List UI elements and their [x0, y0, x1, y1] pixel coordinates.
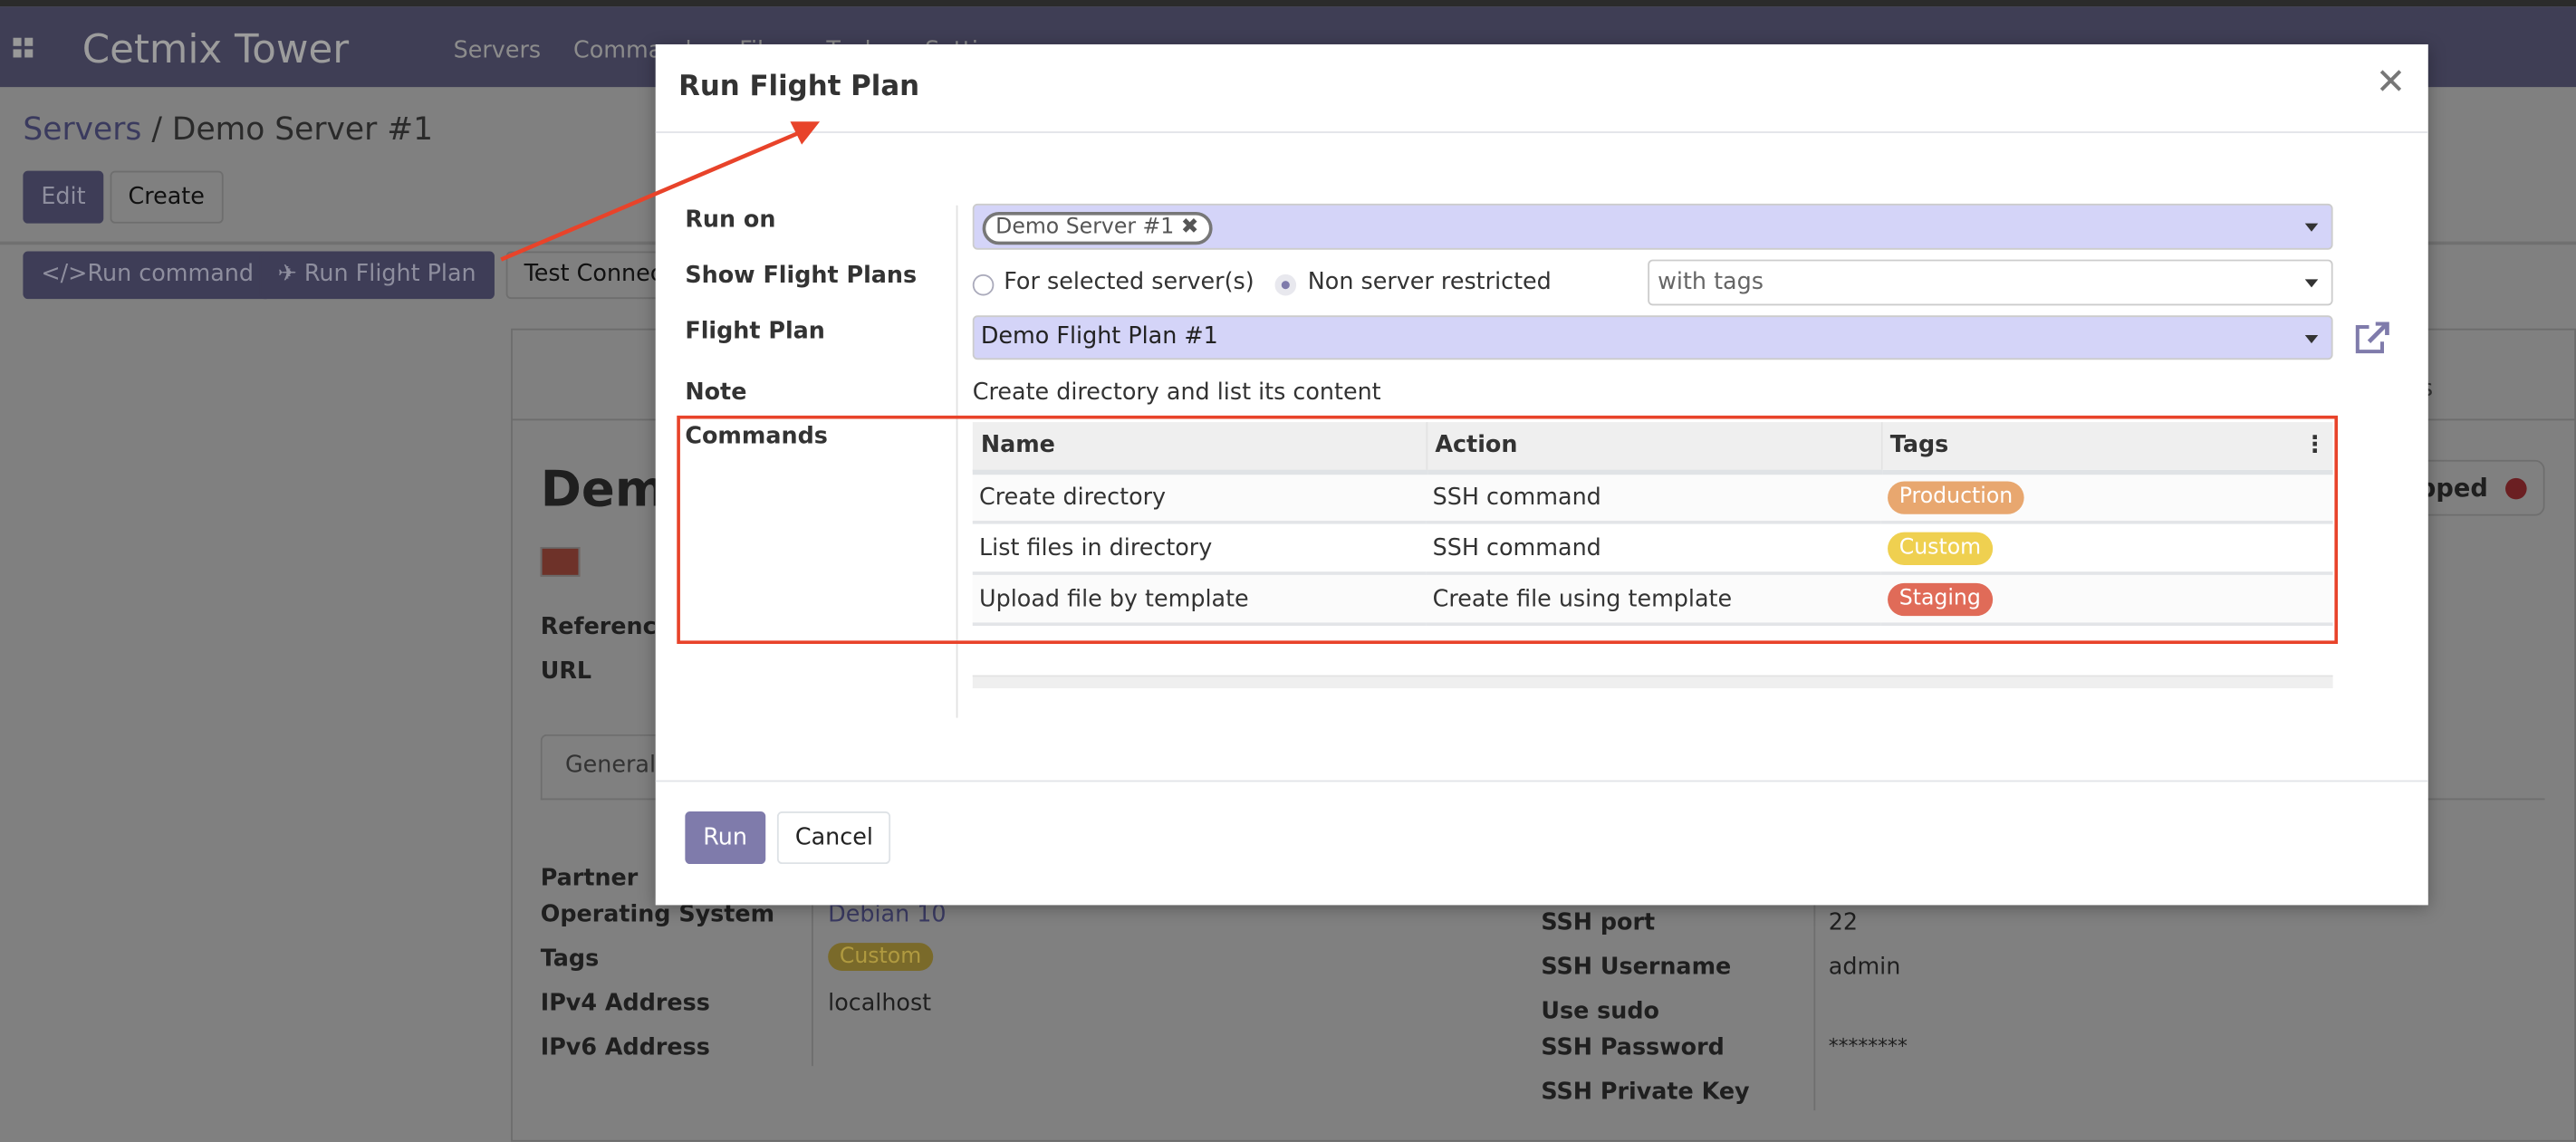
external-link-icon[interactable] [2354, 321, 2390, 355]
run-flight-plan-button[interactable]: ✈ Run Flight Plan [259, 251, 495, 300]
command-action: Create file using template [1426, 573, 1881, 627]
remove-tag-icon[interactable]: ✖ [1180, 215, 1199, 240]
app-brand[interactable]: Cetmix Tower [82, 26, 350, 72]
status-text: pped [2417, 473, 2488, 504]
flight-plan-value: Demo Flight Plan #1 [980, 323, 1218, 350]
breadcrumb: Servers / Demo Server #1 [23, 111, 433, 148]
tags-filter-placeholder: with tags [1658, 269, 1764, 296]
radio-non-server-restricted[interactable] [1274, 274, 1297, 296]
ssh-username-label: SSH Username [1541, 954, 1732, 981]
commands-label: Commands [685, 423, 828, 450]
tags-label: Tags [540, 945, 600, 973]
ipv4-value: localhost [828, 990, 932, 1017]
breadcrumb-separator: / [141, 111, 172, 149]
os-value[interactable]: Debian 10 [828, 901, 947, 928]
caret-down-icon [2304, 334, 2319, 343]
command-action: SSH command [1426, 522, 1881, 575]
tag-badge: Production [1888, 480, 2024, 514]
show-flight-plans-label: Show Flight Plans [685, 263, 918, 290]
column-options-icon[interactable]: ⋮ [2302, 432, 2327, 459]
run-button[interactable]: Run [685, 811, 765, 865]
create-button[interactable]: Create [110, 170, 223, 224]
ssh-port-value: 22 [1828, 909, 1859, 936]
ssh-username-value: admin [1828, 954, 1901, 981]
column-name[interactable]: Name [972, 422, 1427, 475]
command-name: Upload file by template [972, 573, 1427, 627]
dialog-title: Run Flight Plan [678, 70, 920, 104]
flight-plan-select[interactable]: Demo Flight Plan #1 [972, 315, 2333, 360]
plane-icon: ✈ [277, 261, 304, 288]
cancel-button[interactable]: Cancel [776, 811, 891, 865]
run-on-field[interactable]: Demo Server #1 ✖ [972, 203, 2333, 250]
breadcrumb-servers[interactable]: Servers [23, 111, 142, 149]
server-tag-label: Demo Server #1 [995, 215, 1175, 240]
tag-badge: Staging [1888, 581, 1993, 616]
ssh-password-label: SSH Password [1541, 1034, 1725, 1061]
close-icon[interactable]: ✕ [2375, 62, 2407, 104]
command-name: Create directory [972, 471, 1427, 524]
caret-down-icon [2304, 279, 2319, 288]
tag-badge[interactable]: Custom [828, 943, 933, 971]
table-footer [972, 675, 2333, 688]
reference-label: Reference [540, 614, 672, 641]
os-label: Operating System [540, 901, 775, 928]
radio-for-selected-servers[interactable] [972, 274, 995, 296]
show-flight-plans-radio-group: For selected server(s) Non server restri… [972, 269, 1630, 302]
tags-filter-select[interactable]: with tags [1648, 259, 2333, 306]
status-badge[interactable]: pped [2417, 459, 2545, 516]
run-flight-plan-dialog: Run Flight Plan ✕ Run on Show Flight Pla… [655, 43, 2428, 906]
note-value: Create directory and list its content [972, 379, 1381, 407]
note-label: Note [685, 379, 747, 407]
color-swatch[interactable] [540, 546, 581, 577]
run-flight-plan-label: Run Flight Plan [303, 261, 476, 288]
status-dot-icon [2505, 477, 2527, 500]
ipv4-label: IPv4 Address [540, 990, 710, 1017]
column-action[interactable]: Action [1426, 422, 1882, 475]
flight-plan-label: Flight Plan [685, 318, 825, 345]
url-label: URL [540, 658, 592, 686]
menu-servers[interactable]: Servers [453, 37, 542, 64]
command-action: SSH command [1426, 471, 1881, 524]
radio-non-server-restricted-label[interactable]: Non server restricted [1307, 269, 1552, 296]
breadcrumb-current: Demo Server #1 [171, 111, 434, 149]
table-row[interactable]: Create directory SSH command Production [972, 471, 2333, 524]
edit-button[interactable]: Edit [23, 170, 104, 224]
radio-for-selected-servers-label[interactable]: For selected server(s) [1004, 269, 1254, 296]
commands-table: Name Action Tags ⋮ Create directory SSH c… [972, 422, 2333, 688]
ipv6-label: IPv6 Address [540, 1034, 710, 1061]
caret-down-icon [2304, 223, 2319, 232]
column-tags[interactable]: Tags [1889, 432, 1949, 459]
partner-label: Partner [540, 865, 639, 892]
window-top-strip [0, 0, 2576, 7]
code-icon: </> [41, 261, 88, 288]
tag-badge: Custom [1888, 531, 1993, 565]
use-sudo-label: Use sudo [1541, 998, 1659, 1025]
table-row[interactable]: List files in directory SSH command Cust… [972, 522, 2333, 575]
run-command-button[interactable]: </>Run command [23, 251, 272, 300]
ssh-private-key-label: SSH Private Key [1541, 1079, 1750, 1106]
ssh-password-value: ******** [1828, 1034, 1908, 1059]
server-tag: Demo Server #1 ✖ [982, 211, 1213, 245]
run-command-label: Run command [87, 261, 254, 288]
run-on-label: Run on [685, 206, 776, 234]
command-name: List files in directory [972, 522, 1427, 575]
ssh-port-label: SSH port [1541, 909, 1656, 936]
commands-highlight-box [677, 415, 2339, 645]
apps-grid-icon[interactable] [13, 37, 34, 58]
table-row[interactable]: Upload file by template Create file usin… [972, 573, 2333, 627]
